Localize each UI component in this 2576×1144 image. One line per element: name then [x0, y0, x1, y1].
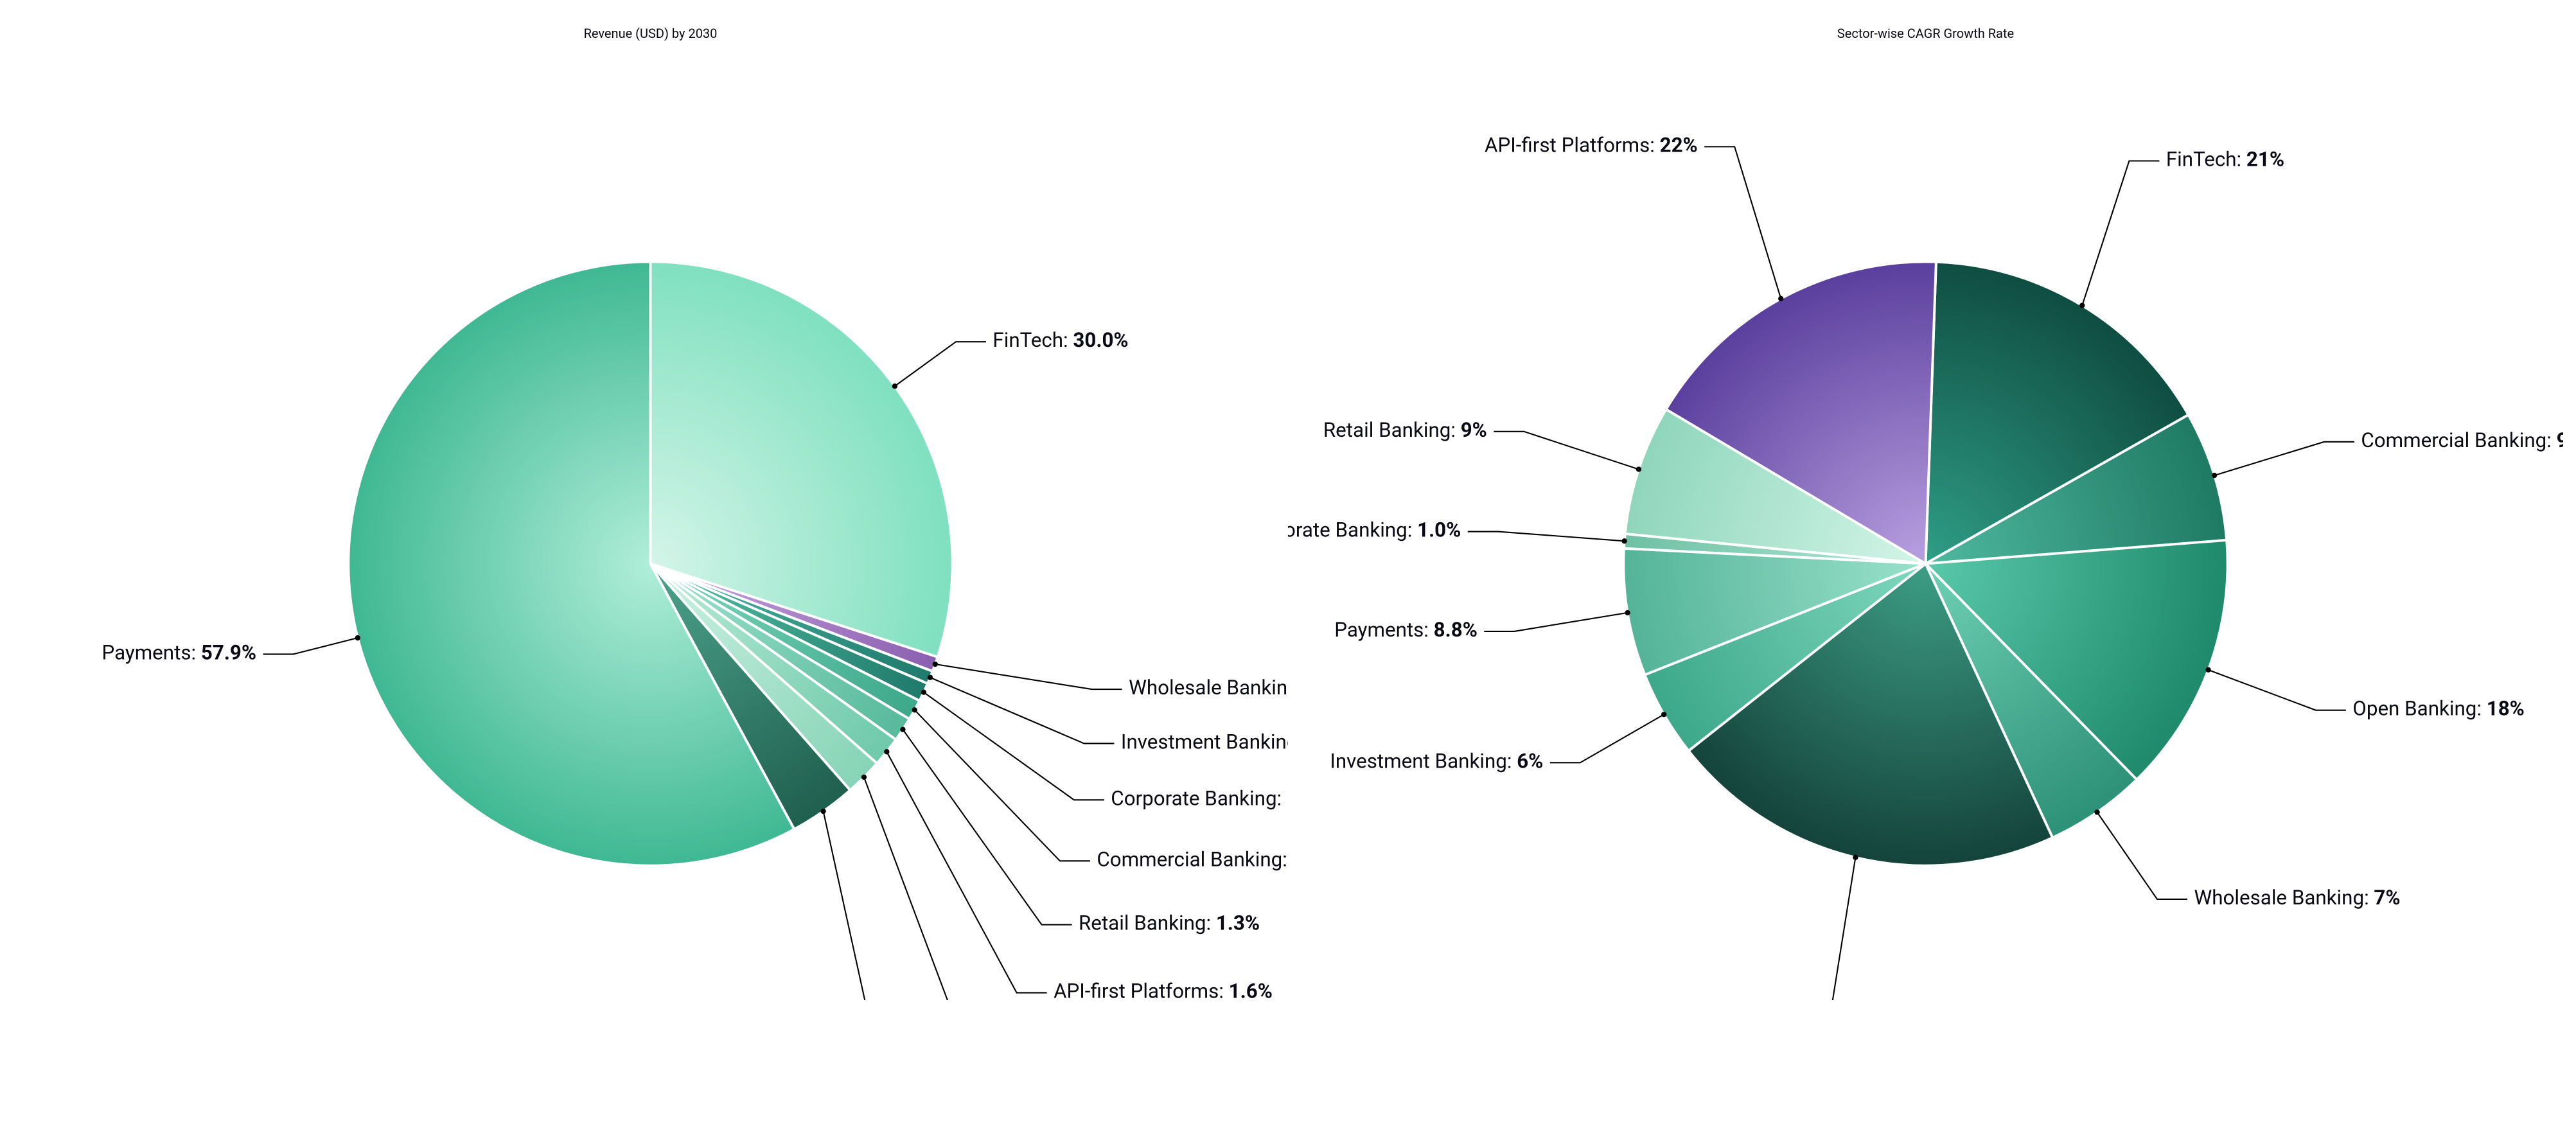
- slice-label: Wholesale Banking: 0.8%: [1129, 676, 1288, 700]
- leader-dot: [1853, 855, 1858, 860]
- leader-dot: [900, 726, 905, 732]
- slice-label: API-first Platforms: 1.6%: [1054, 980, 1273, 1000]
- cagr-chart-title: Sector-wise CAGR Growth Rate: [1837, 26, 2014, 41]
- cagr-panel: Sector-wise CAGR Growth Rate FinTech: 21…: [1288, 26, 2563, 1000]
- leader-dot: [892, 383, 897, 389]
- leader-line: [2097, 812, 2187, 899]
- slice-label: FinTech: 30.0%: [992, 328, 1128, 352]
- leader-line: [263, 638, 358, 654]
- revenue-chart-wrap: FinTech: 30.0% Wholesale Banking: 0.8% Inv…: [13, 60, 1288, 1000]
- slice-label: Corporate Banking: 1.0%: [1111, 787, 1288, 811]
- leader-dot: [1625, 610, 1630, 615]
- leader-dot: [820, 809, 825, 814]
- leader-line: [2082, 161, 2159, 305]
- cagr-pie-chart: FinTech: 21% Commercial Banking: 9% Open B…: [1288, 60, 2563, 1000]
- leader-dot: [355, 635, 360, 640]
- leader-line: [915, 710, 1090, 861]
- leader-line: [930, 678, 1115, 744]
- leader-line: [864, 777, 997, 1000]
- leader-line: [924, 692, 1104, 800]
- leader-dot: [2094, 809, 2099, 814]
- leader-dot: [861, 775, 867, 780]
- revenue-chart-title: Revenue (USD) by 2030: [584, 26, 718, 41]
- leader-dot: [1778, 296, 1783, 301]
- slice-label: Open Banking: 18%: [2352, 697, 2525, 721]
- slice-label: Payments: 57.9%: [101, 641, 256, 665]
- slice-label: Commercial Banking: 1.1%: [1097, 848, 1288, 872]
- leader-line: [895, 342, 986, 386]
- leader-line: [1704, 146, 1781, 299]
- leader-dot: [933, 662, 938, 667]
- leader-line: [1484, 613, 1627, 631]
- cagr-chart-wrap: FinTech: 21% Commercial Banking: 9% Open B…: [1288, 60, 2563, 1000]
- revenue-pie-chart: FinTech: 30.0% Wholesale Banking: 0.8% Inv…: [13, 60, 1288, 1000]
- leader-line: [1831, 858, 1861, 1000]
- leader-dot: [928, 675, 933, 680]
- leader-dot: [884, 749, 889, 754]
- leader-line: [824, 811, 919, 1000]
- slice-label: Investment Banking: 6%: [1330, 750, 1543, 773]
- slice-label: Retail Banking: 1.3%: [1079, 911, 1260, 935]
- leader-line: [935, 664, 1122, 689]
- slice-label: Commercial Banking: 9%: [2361, 428, 2563, 452]
- leader-line: [903, 730, 1072, 925]
- leader-line: [1468, 532, 1625, 541]
- slice-label: Investment Banking: 0.7%: [1121, 730, 1288, 754]
- leader-line: [2209, 670, 2346, 710]
- slice-label: Corporate Banking: 1.0%: [1288, 518, 1461, 542]
- leader-line: [1494, 432, 1639, 470]
- slice-label: Wholesale Banking: 7%: [2194, 886, 2400, 910]
- leader-dot: [2205, 667, 2210, 673]
- leader-dot: [921, 690, 926, 695]
- leader-dot: [1636, 466, 1641, 471]
- revenue-panel: Revenue (USD) by 2030 FinTech: 30.0% Whol…: [13, 26, 1288, 1000]
- leader-dot: [912, 707, 917, 712]
- slice-label: API-first Platforms: 22%: [1485, 134, 1698, 157]
- leader-line: [887, 752, 1046, 992]
- charts-row: Revenue (USD) by 2030 FinTech: 30.0% Whol…: [0, 0, 2576, 1039]
- slice-label: Retail Banking: 9%: [1323, 418, 1487, 442]
- leader-line: [1550, 714, 1664, 762]
- slice-label: FinTech: 21%: [2166, 148, 2284, 172]
- leader-line: [2214, 442, 2354, 475]
- leader-dot: [2079, 303, 2085, 308]
- slice-label: Payments: 8.8%: [1334, 618, 1478, 642]
- leader-dot: [1661, 712, 1666, 717]
- leader-dot: [1622, 538, 1627, 543]
- slice-label: Neo-Banks: 27.5%: [1868, 998, 2031, 1000]
- leader-dot: [2212, 473, 2217, 478]
